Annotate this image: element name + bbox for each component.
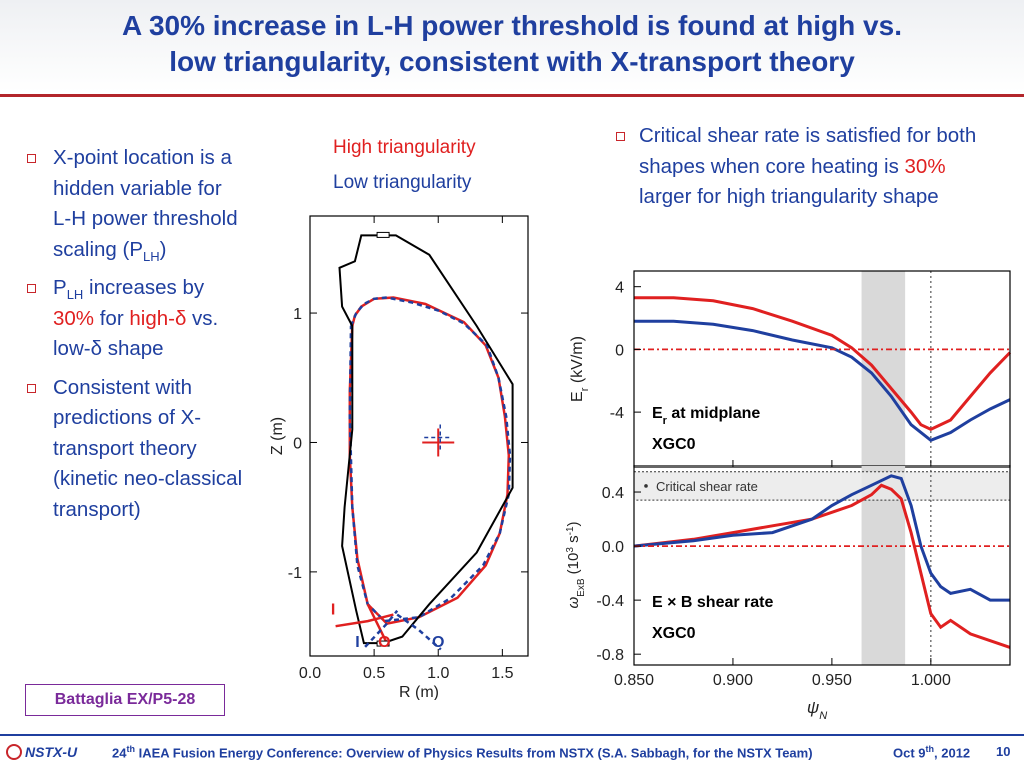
y-tick-label: -0.8 (596, 647, 624, 664)
series-low-divertor-leg-o (396, 613, 442, 651)
bullet-subscript: LH (143, 248, 160, 264)
x-tick-label: 0.5 (363, 665, 385, 682)
nstx-logo: NSTX-U (6, 741, 77, 763)
y-axis-label: Z (m) (269, 417, 286, 455)
x-tick-label: 1.000 (911, 672, 951, 689)
footer-date-sup: th (925, 744, 935, 754)
bullet-highlight-percent: 30% (53, 306, 95, 330)
slide-header (0, 0, 1024, 92)
bottom-wall-marker (376, 640, 390, 647)
bullet-x-point: X-point location is a hidden variable fo… (22, 143, 244, 265)
divertor-leg-label: I (331, 602, 335, 619)
series-low-triangularity (633, 474, 1010, 602)
footer-date-pre: Oct 9 (893, 745, 926, 761)
series-wall (338, 234, 514, 645)
bullet-text: P (53, 276, 67, 299)
legend-high-triangularity: High triangularity (333, 137, 476, 158)
slide-title: A 30% increase in L-H power threshold is… (10, 8, 1014, 80)
bullet-subscript: LH (66, 287, 84, 303)
y-tick-label: 4 (615, 280, 624, 297)
er-chart: 4 0 -4 Er (kV/m) Er at midplane XGC0 (569, 270, 1012, 468)
y-tick-label: 0.0 (602, 539, 624, 556)
bullet-box-icon (27, 383, 36, 393)
x-tick-label: 0.950 (812, 672, 852, 689)
y-tick-label: -4 (610, 405, 624, 422)
footer-divider (0, 734, 1024, 736)
divertor-leg-label: O (432, 634, 444, 651)
er-model-label: XGC0 (652, 436, 696, 453)
reference-box: Battaglia EX/P5-28 (25, 684, 225, 716)
bullet-text: increases by (83, 276, 205, 299)
shear-rate-chart: Critical shear rate 0.4 0.0 -0.4 -0.8 0.850 0.… (565, 465, 1011, 722)
footer-conf-num: 24 (112, 745, 127, 761)
y-tick-label: 0.4 (602, 485, 624, 502)
bullet-text: vs. low-δ shape (53, 306, 219, 361)
right-bullet: Critical shear rate is satisfied for bot… (612, 121, 982, 213)
x-tick-label: 0.900 (713, 672, 753, 689)
equilibrium-chart: 0.0 0.5 1.0 1.5 1 0 -1 R (m) Z (m) I I O O (269, 215, 529, 700)
x-tick-label: 0.850 (614, 672, 654, 689)
y-tick-label: 0 (615, 342, 624, 359)
y-tick-label: 0 (293, 435, 302, 452)
series-high-triangularity (634, 296, 1012, 432)
footer-conf-sup: th (126, 744, 135, 754)
x-tick-label: 1.5 (491, 665, 513, 682)
bullet-box-icon (27, 154, 36, 163)
footer-conference: 24th IAEA Fusion Energy Conference: Over… (112, 744, 813, 760)
critical-shear-label: Critical shear rate (656, 479, 758, 494)
bullet-consistent: Consistent with predictions of X-transpo… (22, 373, 244, 526)
divertor-leg-label: I (355, 634, 359, 651)
y-axis-label: ωExB (103 s-1) (565, 521, 587, 608)
title-divider (0, 94, 1024, 97)
y-tick-label: -0.4 (596, 593, 624, 610)
critical-shear-band (633, 471, 1011, 501)
y-tick-label: -1 (288, 565, 302, 582)
plot-frame (309, 215, 529, 657)
footer-conf-text: IAEA Fusion Energy Conference: Overview … (134, 745, 813, 761)
er-annotation: Er at midplane (652, 405, 760, 427)
right-bullet-percent: 30% (904, 154, 946, 178)
x-tick-label: 1.0 (427, 665, 449, 682)
bullet-text-end: ) (159, 237, 167, 261)
plot-frame (633, 270, 1011, 468)
shear-model-label: XGC0 (652, 625, 696, 642)
page-number: 10 (996, 744, 1011, 759)
top-wall-marker (376, 231, 390, 238)
series-high-divertor-leg-i (335, 613, 394, 628)
divertor-leg-label: O (378, 634, 390, 651)
right-bullet-pre: Critical shear rate is satisfied for bot… (639, 124, 977, 178)
x-axis-label: R (m) (399, 684, 439, 700)
plot-frame (633, 465, 1011, 666)
bullet-dot (644, 484, 648, 488)
y-axis-label: Er (kV/m) (569, 336, 591, 402)
bullet-box-icon (616, 132, 625, 141)
footer-date-post: , 2012 (934, 745, 971, 761)
x-axis-label: ψN (807, 698, 827, 722)
legend-low-triangularity: Low triangularity (333, 172, 472, 193)
right-bullet-text: Critical shear rate is satisfied for bot… (612, 121, 982, 213)
right-bullet-post: larger for high triangularity shape (639, 185, 939, 208)
bullet-box-icon (27, 284, 36, 293)
bullet-highlight-high: high-δ (129, 306, 187, 330)
bullet-text: for (94, 306, 130, 330)
left-bullet-list: X-point location is a hidden variable fo… (22, 143, 244, 533)
logo-ring-icon (6, 744, 22, 760)
series-low-triangularity (348, 296, 512, 623)
bullet-plh-increase: PLH increases by 30% for high-δ vs. low-… (22, 273, 244, 365)
footer-date: Oct 9th, 2012 (893, 744, 970, 760)
title-line-1: A 30% increase in L-H power threshold is… (122, 10, 902, 41)
series-high-triangularity (633, 483, 1011, 649)
shear-annotation: E × B shear rate (652, 594, 774, 611)
title-line-2: low triangularity, consistent with X-tra… (169, 46, 855, 77)
bullet-text: Consistent with predictions of X-transpo… (53, 375, 243, 521)
series-high-triangularity (348, 296, 511, 625)
series-high-divertor-leg-o (366, 603, 389, 644)
bullet-text: X-point location is a hidden variable fo… (53, 146, 238, 261)
series-low-triangularity (634, 319, 1011, 443)
series-low-divertor-leg-i (364, 609, 399, 648)
logo-text: NSTX-U (25, 744, 78, 760)
x-tick-label: 0.0 (299, 665, 321, 682)
y-tick-label: 1 (293, 306, 302, 323)
